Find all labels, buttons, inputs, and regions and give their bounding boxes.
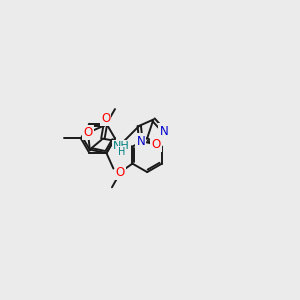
- Text: N: N: [159, 124, 168, 137]
- Text: O: O: [116, 166, 125, 178]
- Text: H: H: [118, 147, 125, 158]
- Text: O: O: [83, 126, 93, 139]
- Text: NH: NH: [113, 141, 130, 151]
- Text: O: O: [152, 138, 160, 151]
- Text: N: N: [136, 135, 145, 148]
- Text: O: O: [101, 112, 110, 125]
